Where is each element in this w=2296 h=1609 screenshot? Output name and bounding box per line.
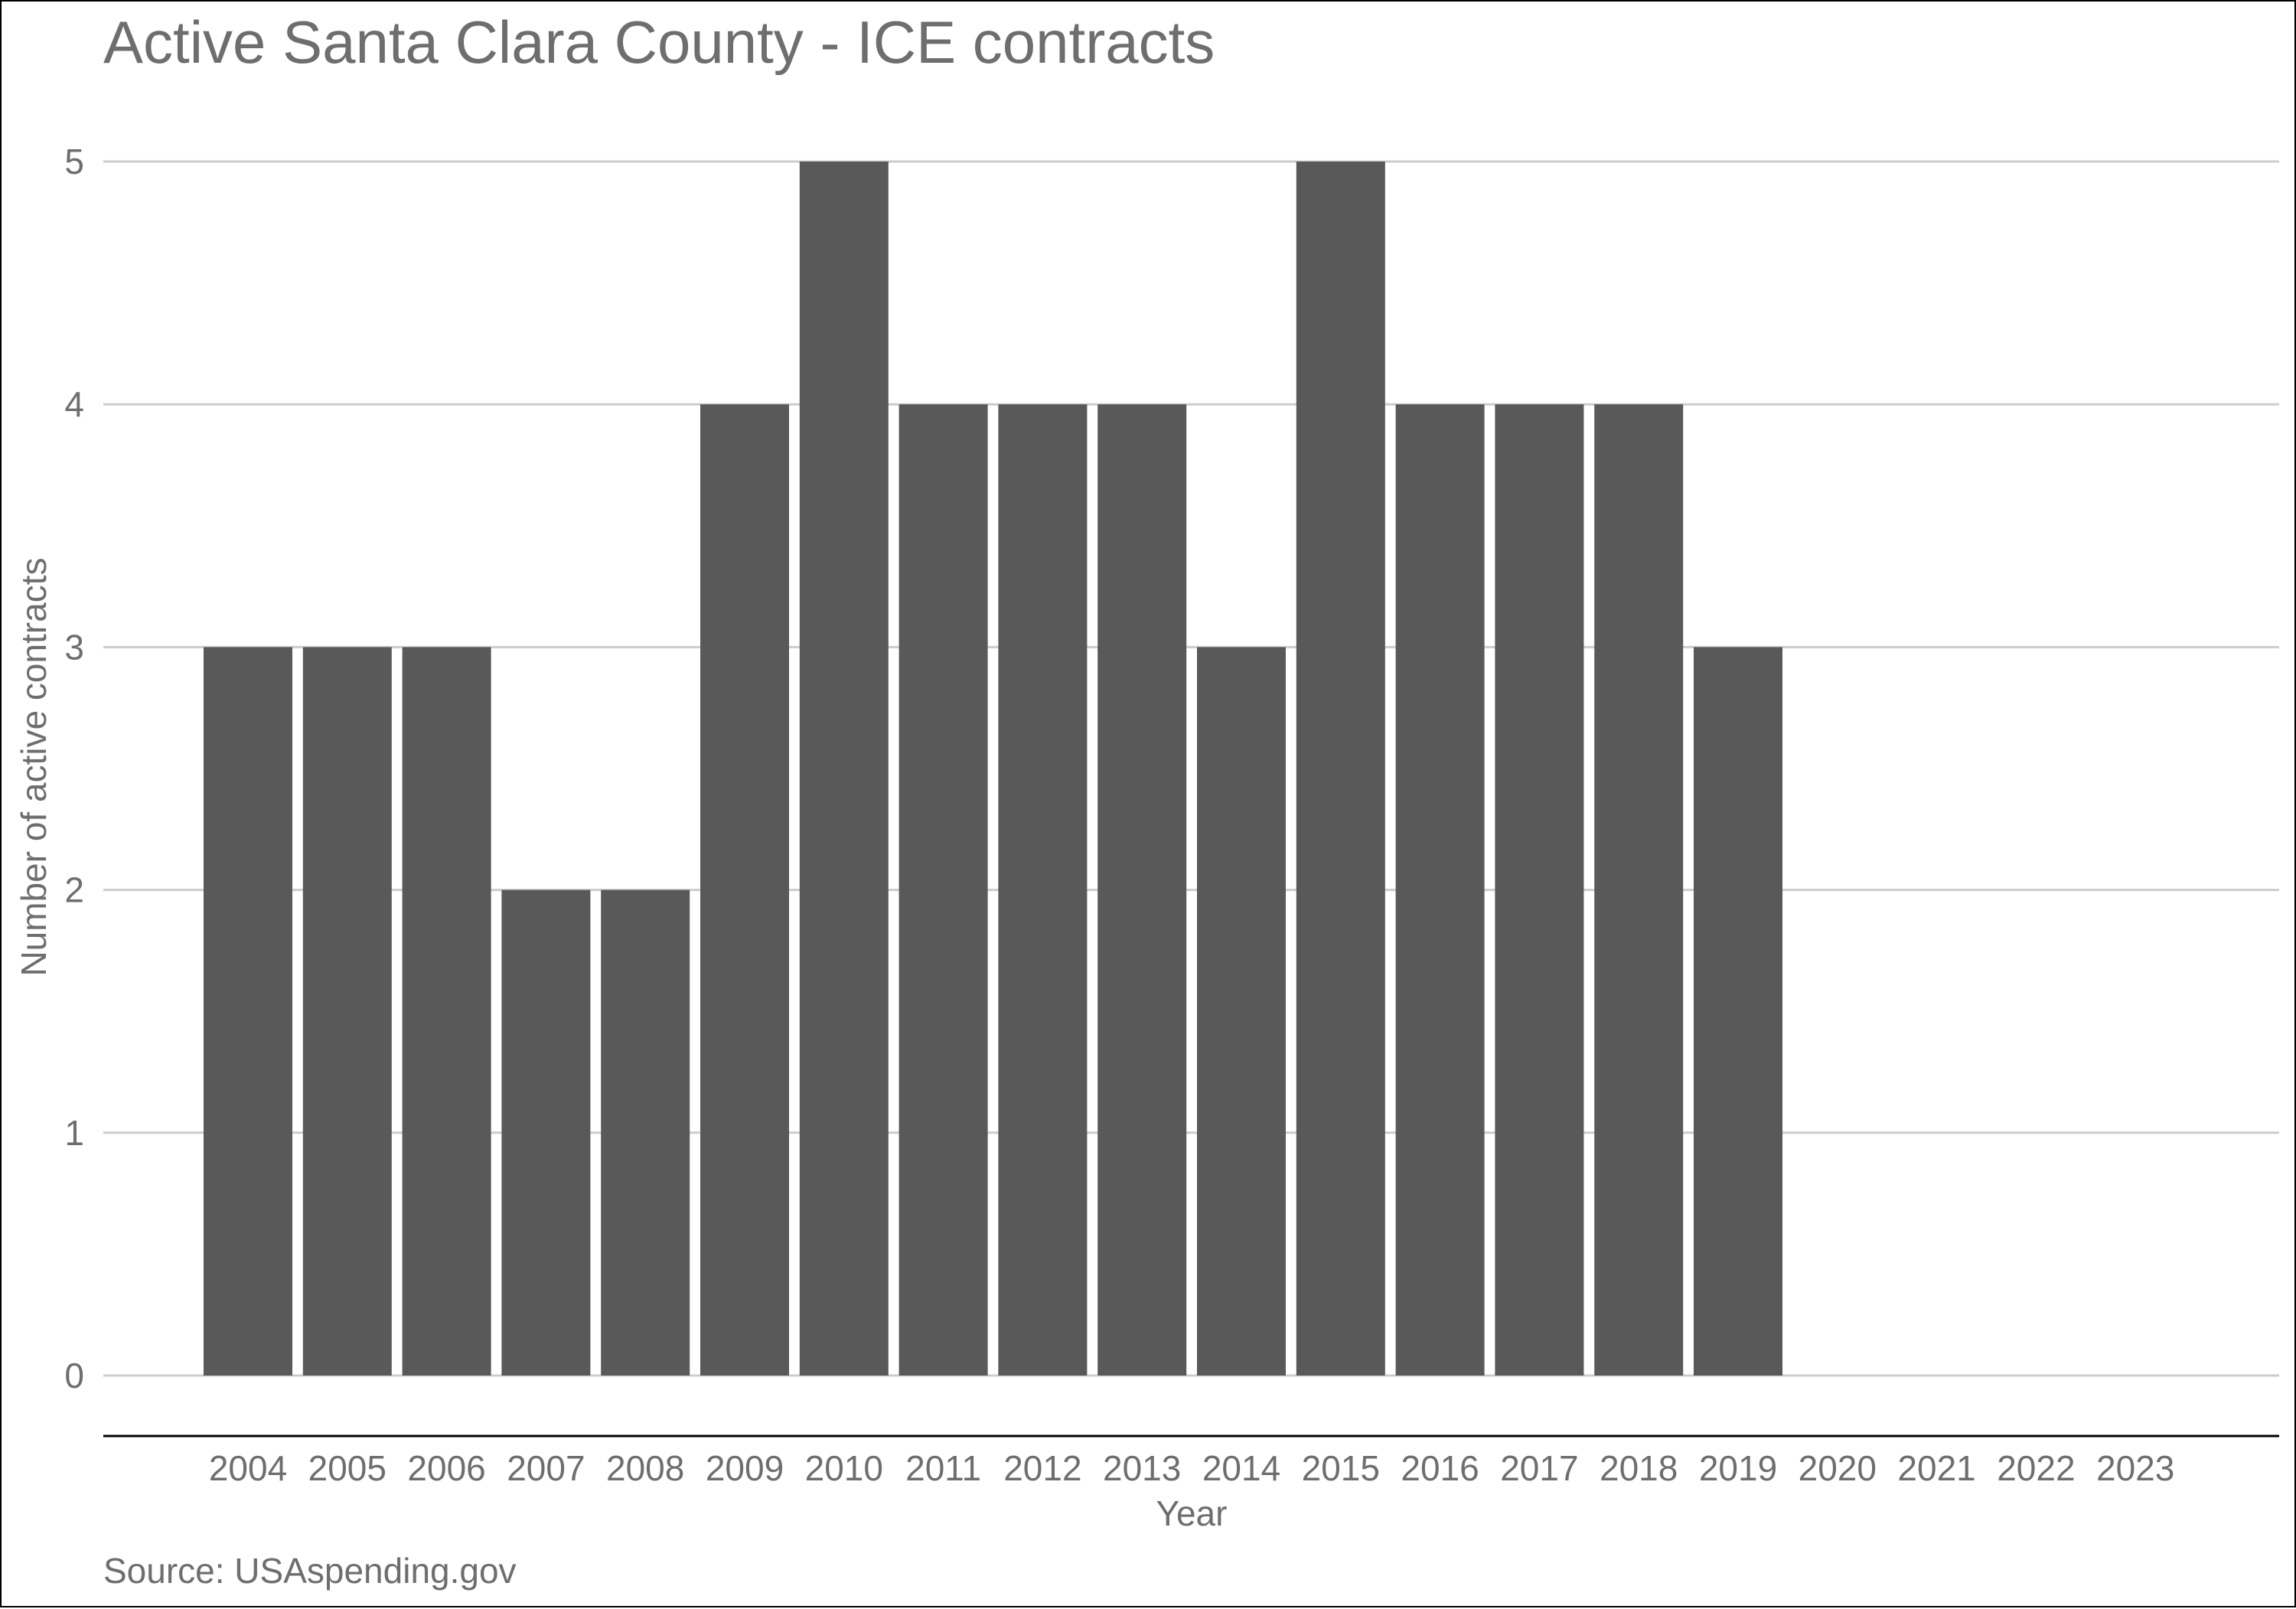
chart-title: Active Santa Clara County - ICE contract… <box>103 8 1215 76</box>
bar-2017 <box>1495 404 1584 1376</box>
x-tick-label: 2022 <box>1997 1448 2075 1488</box>
x-tick-label: 2014 <box>1202 1448 1280 1488</box>
bar-2009 <box>700 404 789 1376</box>
x-tick-label: 2005 <box>308 1448 386 1488</box>
y-tick-label: 1 <box>64 1113 84 1153</box>
bar-2013 <box>1097 404 1187 1376</box>
x-tick-label: 2020 <box>1799 1448 1877 1488</box>
x-axis-title: Year <box>1156 1493 1228 1533</box>
y-tick-label: 0 <box>64 1356 84 1395</box>
bar-2005 <box>302 647 392 1376</box>
bar-2019 <box>1694 647 1782 1376</box>
bar-2012 <box>998 404 1088 1376</box>
x-tick-label: 2004 <box>209 1448 287 1488</box>
x-tick-label: 2016 <box>1401 1448 1479 1488</box>
y-tick-label: 2 <box>64 870 84 910</box>
bar-2015 <box>1296 162 1385 1376</box>
bar-2016 <box>1395 404 1485 1376</box>
y-tick-label: 4 <box>64 384 84 424</box>
y-axis-title: Number of active contracts <box>14 557 54 976</box>
x-tick-label: 2007 <box>507 1448 585 1488</box>
y-tick-label: 3 <box>64 627 84 667</box>
x-tick-label: 2017 <box>1500 1448 1578 1488</box>
x-tick-label: 2015 <box>1302 1448 1380 1488</box>
x-tick-label: 2021 <box>1897 1448 1975 1488</box>
x-tick-label: 2010 <box>805 1448 883 1488</box>
bars <box>204 162 1782 1376</box>
source-caption: Source: USAspending.gov <box>103 1551 517 1591</box>
bar-2011 <box>899 404 988 1376</box>
x-tick-label: 2023 <box>2096 1448 2174 1488</box>
bar-2018 <box>1594 404 1684 1376</box>
x-tick-label: 2018 <box>1600 1448 1678 1488</box>
bar-2004 <box>204 647 292 1376</box>
x-tick-label: 2006 <box>407 1448 485 1488</box>
y-axis-ticks: 0 1 2 3 4 5 <box>64 142 84 1395</box>
x-tick-label: 2013 <box>1103 1448 1181 1488</box>
x-tick-label: 2019 <box>1699 1448 1777 1488</box>
x-tick-label: 2012 <box>1003 1448 1081 1488</box>
x-tick-label: 2011 <box>905 1448 981 1488</box>
bar-2006 <box>402 647 491 1376</box>
y-tick-label: 5 <box>64 142 84 181</box>
x-tick-label: 2008 <box>606 1448 684 1488</box>
x-tick-label: 2009 <box>706 1448 784 1488</box>
bar-2010 <box>799 162 889 1376</box>
bar-2014 <box>1197 647 1286 1376</box>
bar-2008 <box>601 889 690 1376</box>
bar-2007 <box>501 889 591 1376</box>
x-axis-ticks: 2004 2005 2006 2007 2008 2009 2010 2011 2012 2013… <box>209 1448 2175 1488</box>
